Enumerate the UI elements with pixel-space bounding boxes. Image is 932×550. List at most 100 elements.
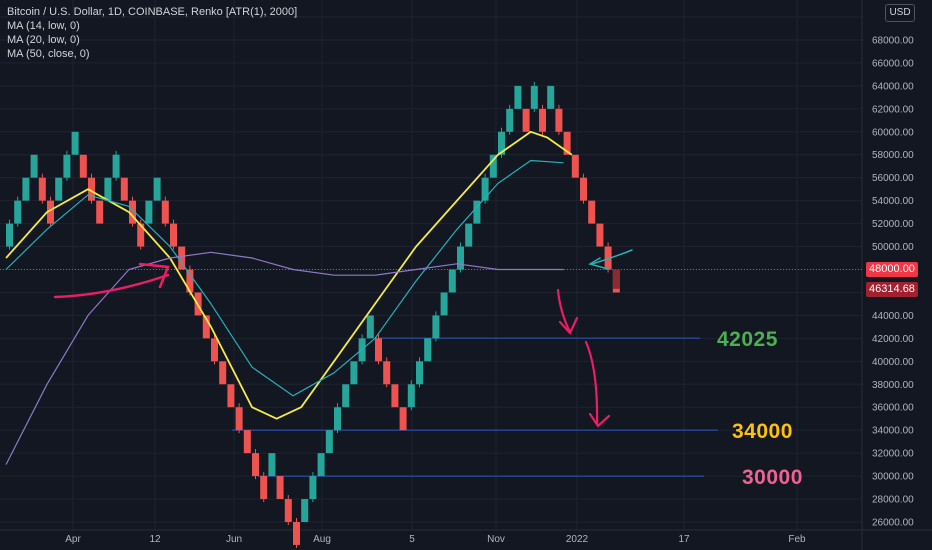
renko-brick[interactable]: [202, 315, 210, 339]
renko-brick[interactable]: [6, 223, 13, 247]
renko-brick[interactable]: [153, 177, 161, 201]
renko-brick[interactable]: [407, 384, 415, 408]
y-tick-label: 64000.00: [872, 81, 914, 92]
renko-brick[interactable]: [325, 430, 333, 454]
renko-brick[interactable]: [71, 131, 79, 155]
renko-brick[interactable]: [161, 200, 169, 224]
ma-line-14[interactable]: [5, 130, 573, 420]
renko-brick[interactable]: [120, 177, 128, 201]
renko-brick[interactable]: [350, 361, 358, 385]
renko-brick[interactable]: [555, 108, 563, 132]
renko-brick[interactable]: [301, 499, 309, 522]
renko-brick[interactable]: [47, 200, 54, 224]
y-tick-label: 36000.00: [872, 403, 914, 414]
renko-brick[interactable]: [317, 453, 325, 477]
level-label-30000: 30000: [742, 466, 803, 489]
legend-ma14[interactable]: MA (14, low, 0): [7, 20, 80, 32]
renko-brick[interactable]: [391, 384, 399, 408]
level-label-42025: 42025: [717, 328, 778, 351]
x-tick-label: 2022: [566, 534, 589, 545]
y-tick-label: 40000.00: [872, 357, 914, 368]
renko-brick[interactable]: [489, 154, 497, 178]
x-tick-label: 5: [409, 534, 415, 545]
renko-brick[interactable]: [227, 384, 235, 408]
renko-brick[interactable]: [55, 177, 63, 201]
y-tick-label: 66000.00: [872, 58, 914, 69]
legend-title[interactable]: Bitcoin / U.S. Dollar, 1D, COINBASE, Ren…: [7, 6, 298, 18]
x-tick-label: Nov: [487, 534, 505, 545]
renko-brick[interactable]: [219, 361, 227, 385]
renko-brick[interactable]: [342, 384, 350, 408]
renko-brick[interactable]: [30, 154, 38, 178]
renko-brick[interactable]: [539, 108, 546, 132]
renko-brick[interactable]: [580, 177, 587, 201]
renko-brick[interactable]: [211, 338, 218, 362]
renko-brick[interactable]: [498, 131, 505, 155]
renko-brick[interactable]: [448, 269, 456, 293]
renko-brick[interactable]: [178, 246, 186, 270]
y-tick-label: 60000.00: [872, 127, 914, 138]
renko-brick[interactable]: [481, 177, 489, 201]
annotation-arrowhead-left: [138, 262, 170, 289]
renko-brick[interactable]: [22, 177, 30, 201]
renko-brick[interactable]: [473, 200, 481, 224]
renko-brick[interactable]: [38, 177, 46, 201]
y-tick-label: 32000.00: [872, 449, 914, 460]
renko-brick[interactable]: [260, 476, 268, 500]
renko-brick[interactable]: [334, 407, 341, 431]
renko-brick[interactable]: [112, 154, 120, 178]
renko-brick[interactable]: [530, 85, 538, 109]
renko-brick[interactable]: [465, 223, 473, 247]
renko-brick[interactable]: [571, 154, 579, 178]
renko-brick[interactable]: [235, 407, 243, 431]
x-tick-label: Feb: [788, 534, 806, 545]
renko-brick[interactable]: [604, 246, 612, 270]
renko-brick[interactable]: [137, 223, 145, 247]
currency-badge[interactable]: USD: [885, 4, 915, 22]
y-tick-label: 56000.00: [872, 173, 914, 184]
renko-brick[interactable]: [432, 315, 440, 339]
renko-brick[interactable]: [514, 85, 522, 109]
renko-brick[interactable]: [399, 407, 407, 431]
renko-brick[interactable]: [440, 292, 448, 316]
renko-brick[interactable]: [268, 453, 276, 477]
renko-brick[interactable]: [252, 453, 259, 477]
renko-brick[interactable]: [424, 338, 432, 362]
renko-brick[interactable]: [243, 430, 251, 454]
renko-brick[interactable]: [88, 177, 95, 201]
renko-brick[interactable]: [588, 200, 596, 224]
renko-brick[interactable]: [596, 223, 604, 247]
renko-brick[interactable]: [375, 338, 382, 362]
renko-brick[interactable]: [309, 476, 317, 500]
annotation-arrowhead-down-1: [558, 316, 579, 335]
renko-brick[interactable]: [522, 108, 530, 132]
renko-brick[interactable]: [96, 200, 104, 224]
renko-brick[interactable]: [563, 131, 571, 155]
legend-ma50[interactable]: MA (50, close, 0): [7, 48, 90, 60]
renko-brick[interactable]: [506, 108, 514, 132]
ma-line-50[interactable]: [5, 251, 564, 465]
renko-brick[interactable]: [14, 200, 22, 224]
renko-brick[interactable]: [276, 476, 284, 500]
renko-brick[interactable]: [145, 200, 153, 224]
ma-line-20[interactable]: [5, 159, 564, 397]
renko-brick[interactable]: [284, 499, 292, 522]
renko-brick[interactable]: [457, 246, 464, 270]
renko-brick[interactable]: [366, 315, 374, 339]
renko-brick[interactable]: [104, 177, 112, 201]
y-tick-label: 50000.00: [872, 242, 914, 253]
renko-brick[interactable]: [79, 154, 87, 178]
renko-brick[interactable]: [63, 154, 71, 178]
renko-brick[interactable]: [416, 361, 423, 385]
renko-brick[interactable]: [186, 269, 194, 293]
renko-brick[interactable]: [547, 85, 555, 109]
y-tick-label: 62000.00: [872, 104, 914, 115]
renko-brick[interactable]: [129, 200, 136, 224]
renko-brick[interactable]: [383, 361, 391, 385]
annotation-arrow-down-1: [556, 288, 572, 334]
renko-brick[interactable]: [293, 522, 300, 545]
renko-brick[interactable]: [170, 223, 177, 247]
legend-ma20[interactable]: MA (20, low, 0): [7, 34, 80, 46]
